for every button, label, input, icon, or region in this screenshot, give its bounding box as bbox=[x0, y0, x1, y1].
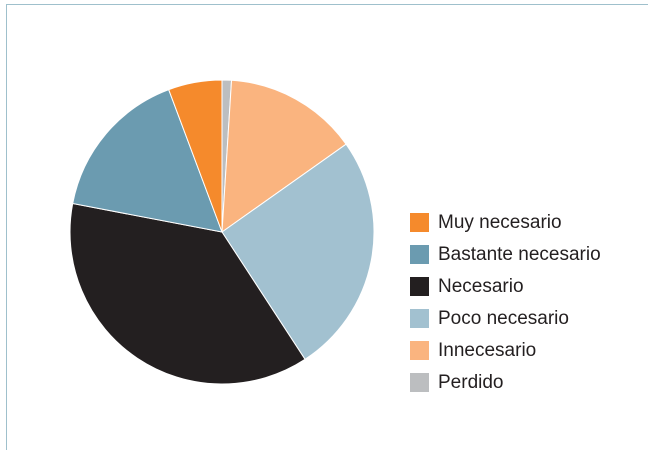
pie-slice-necesario bbox=[69, 202, 306, 385]
pie-slice-muy-necesario bbox=[168, 79, 223, 233]
pie-slice-innecesario bbox=[221, 79, 347, 234]
legend-label: Bastante necesario bbox=[438, 243, 601, 265]
legend-swatch bbox=[410, 372, 429, 392]
legend-swatch bbox=[410, 340, 429, 360]
legend-item: Poco necesario bbox=[410, 302, 601, 334]
legend-label: Necesario bbox=[438, 275, 524, 297]
legend-label: Muy necesario bbox=[438, 211, 562, 233]
chart-legend: Muy necesario Bastante necesario Necesario… bbox=[410, 206, 601, 398]
legend-swatch bbox=[410, 308, 429, 328]
legend-swatch bbox=[410, 212, 429, 232]
legend-item: Perdido bbox=[410, 366, 601, 398]
legend-swatch bbox=[410, 276, 429, 296]
legend-label: Perdido bbox=[438, 371, 504, 393]
legend-label: Innecesario bbox=[438, 339, 537, 361]
legend-item: Necesario bbox=[410, 270, 601, 302]
pie-slice-bastante-necesario bbox=[72, 88, 223, 233]
legend-item: Muy necesario bbox=[410, 206, 601, 238]
legend-item: Bastante necesario bbox=[410, 238, 601, 270]
legend-label: Poco necesario bbox=[438, 307, 569, 329]
legend-item: Innecesario bbox=[410, 334, 601, 366]
chart-frame bbox=[6, 4, 648, 450]
pie-slice-poco-necesario bbox=[221, 143, 375, 360]
legend-swatch bbox=[410, 244, 429, 264]
